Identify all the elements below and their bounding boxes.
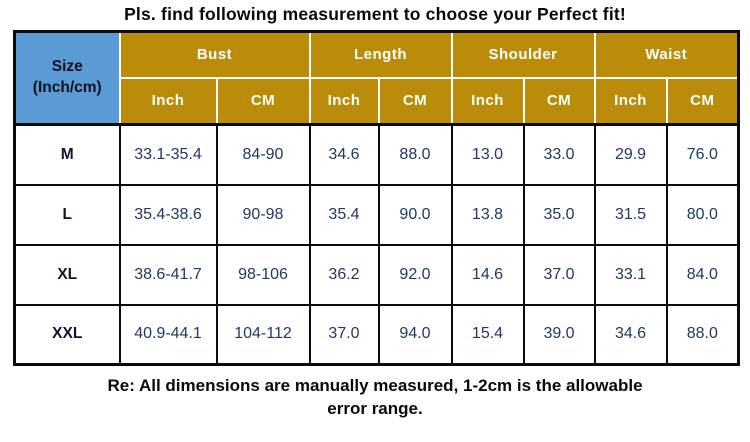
cell-m-length-inch: 34.6 [308, 123, 380, 186]
cell-l-length-cm: 90.0 [377, 183, 453, 246]
cell-l-bust-cm: 90-98 [215, 183, 311, 246]
cell-l-shoulder-cm: 35.0 [522, 183, 596, 246]
unit-header-shoulder-inch: Inch [450, 76, 525, 126]
unit-header-shoulder-cm: CM [522, 76, 596, 126]
cell-xxl-waist-inch: 34.6 [593, 303, 668, 366]
unit-header-length-cm: CM [377, 76, 453, 126]
size-chart-table: Size (Inch/cm) Bust Length Shoulder Wais… [13, 30, 741, 366]
cell-l-bust-inch: 35.4-38.6 [118, 183, 218, 246]
cell-xxl-bust-cm: 104-112 [215, 303, 311, 366]
cell-xxl-shoulder-cm: 39.0 [522, 303, 596, 366]
cell-m-shoulder-cm: 33.0 [522, 123, 596, 186]
cell-xl-waist-inch: 33.1 [593, 243, 668, 306]
size-label-m: M [13, 123, 121, 186]
unit-header-length-inch: Inch [308, 76, 380, 126]
cell-l-shoulder-inch: 13.8 [450, 183, 525, 246]
column-header-length: Length [308, 30, 453, 79]
cell-m-waist-cm: 76.0 [665, 123, 740, 186]
header-unit-row: Inch CM Inch CM Inch CM Inch CM [15, 76, 740, 126]
cell-xxl-bust-inch: 40.9-44.1 [118, 303, 218, 366]
cell-xl-bust-cm: 98-106 [215, 243, 311, 306]
size-label-l: L [13, 183, 121, 246]
cell-xl-length-cm: 92.0 [377, 243, 453, 306]
column-header-shoulder: Shoulder [450, 30, 596, 79]
cell-l-length-inch: 35.4 [308, 183, 380, 246]
unit-header-bust-inch: Inch [118, 76, 218, 126]
cell-xxl-length-inch: 37.0 [308, 303, 380, 366]
table-row-m: M 33.1-35.4 84-90 34.6 88.0 13.0 33.0 29… [13, 123, 740, 186]
size-header-line2: (Inch/cm) [32, 79, 102, 96]
cell-m-bust-inch: 33.1-35.4 [118, 123, 218, 186]
unit-header-waist-inch: Inch [593, 76, 668, 126]
size-header-line1: Size [51, 58, 83, 76]
header-group-row: Size (Inch/cm) Bust Length Shoulder Wais… [13, 30, 740, 126]
unit-header-bust-cm: CM [215, 76, 311, 126]
size-label-xxl: XXL [13, 303, 121, 366]
cell-l-waist-inch: 31.5 [593, 183, 668, 246]
cell-xl-waist-cm: 84.0 [665, 243, 740, 306]
table-row-l: L 35.4-38.6 90-98 35.4 90.0 13.8 35.0 31… [13, 183, 740, 246]
column-header-waist: Waist [593, 30, 740, 79]
size-label-xl: XL [13, 243, 121, 306]
table-row-xl: XL 38.6-41.7 98-106 36.2 92.0 14.6 37.0 … [13, 243, 740, 306]
cell-m-waist-inch: 29.9 [593, 123, 668, 186]
table-row-xxl: XXL 40.9-44.1 104-112 37.0 94.0 15.4 39.… [13, 303, 740, 366]
cell-m-bust-cm: 84-90 [215, 123, 311, 186]
cell-l-waist-cm: 80.0 [665, 183, 740, 246]
column-header-bust: Bust [118, 30, 311, 79]
cell-xl-shoulder-inch: 14.6 [450, 243, 525, 306]
cell-xl-shoulder-cm: 37.0 [522, 243, 596, 306]
cell-m-length-cm: 88.0 [377, 123, 453, 186]
size-header-cell: Size (Inch/cm) [13, 30, 121, 126]
footer-note: Re: All dimensions are manually measured… [0, 375, 750, 421]
cell-xl-bust-inch: 38.6-41.7 [118, 243, 218, 306]
cell-xl-length-inch: 36.2 [308, 243, 380, 306]
footer-note-line2: error range. [327, 398, 423, 418]
cell-xxl-shoulder-inch: 15.4 [450, 303, 525, 366]
unit-header-waist-cm: CM [665, 76, 740, 126]
cell-xxl-waist-cm: 88.0 [665, 303, 740, 366]
page-title: Pls. find following measurement to choos… [124, 4, 626, 24]
footer-note-line1: Re: All dimensions are manually measured… [107, 376, 643, 395]
cell-xxl-length-cm: 94.0 [377, 303, 453, 366]
cell-m-shoulder-inch: 13.0 [450, 123, 525, 186]
